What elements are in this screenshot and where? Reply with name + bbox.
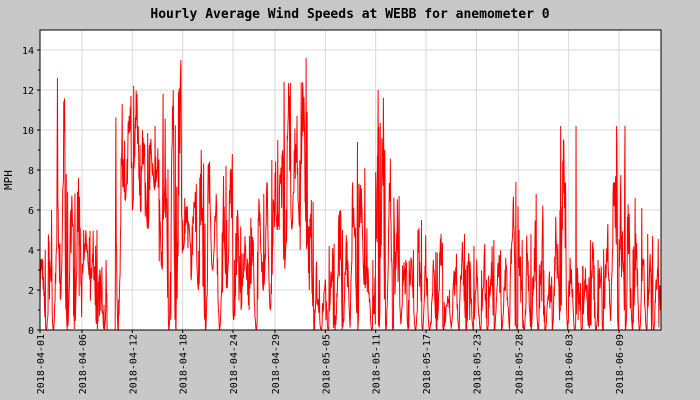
x-tick-label: 2018-05-05: [321, 334, 332, 394]
plot-area: [40, 30, 661, 330]
x-tick-label: 2018-05-11: [372, 334, 383, 394]
y-tick-label: 0: [28, 326, 34, 337]
x-tick-label: 2018-04-29: [271, 334, 282, 394]
y-tick-label: 10: [22, 126, 34, 137]
y-tick-label: 8: [28, 166, 34, 177]
x-tick-label: 2018-04-01: [36, 334, 47, 394]
x-tick-label: 2018-04-24: [229, 334, 240, 394]
series-group: [39, 57, 662, 332]
x-tick-label: 2018-05-17: [422, 334, 433, 394]
y-tick-label: 2: [28, 286, 34, 297]
x-tick-label: 2018-04-18: [179, 334, 190, 394]
y-tick-label: 14: [22, 46, 34, 57]
x-tick-label: 2018-05-23: [472, 334, 483, 394]
chart-title: Hourly Average Wind Speeds at WEBB for a…: [150, 7, 549, 22]
wind-speed-line: [39, 57, 662, 332]
y-axis-label: MPH: [2, 170, 15, 190]
y-tick-label: 4: [28, 246, 34, 257]
y-tick-label: 12: [22, 86, 34, 97]
x-tick-label: 2018-06-03: [565, 334, 576, 394]
x-tick-label: 2018-04-06: [78, 334, 89, 394]
x-tick-label: 2018-04-12: [128, 334, 139, 394]
x-axis: 2018-04-01 2018-04-06 2018-04-12 2018-04-18…: [36, 330, 626, 394]
x-tick-label: 2018-05-28: [514, 334, 525, 394]
x-tick-label: 2018-06-09: [615, 334, 626, 394]
y-axis: 0 2 4 6 8 10 12 14: [22, 46, 40, 337]
plot-frame: [39, 29, 662, 331]
y-tick-label: 6: [28, 206, 34, 217]
